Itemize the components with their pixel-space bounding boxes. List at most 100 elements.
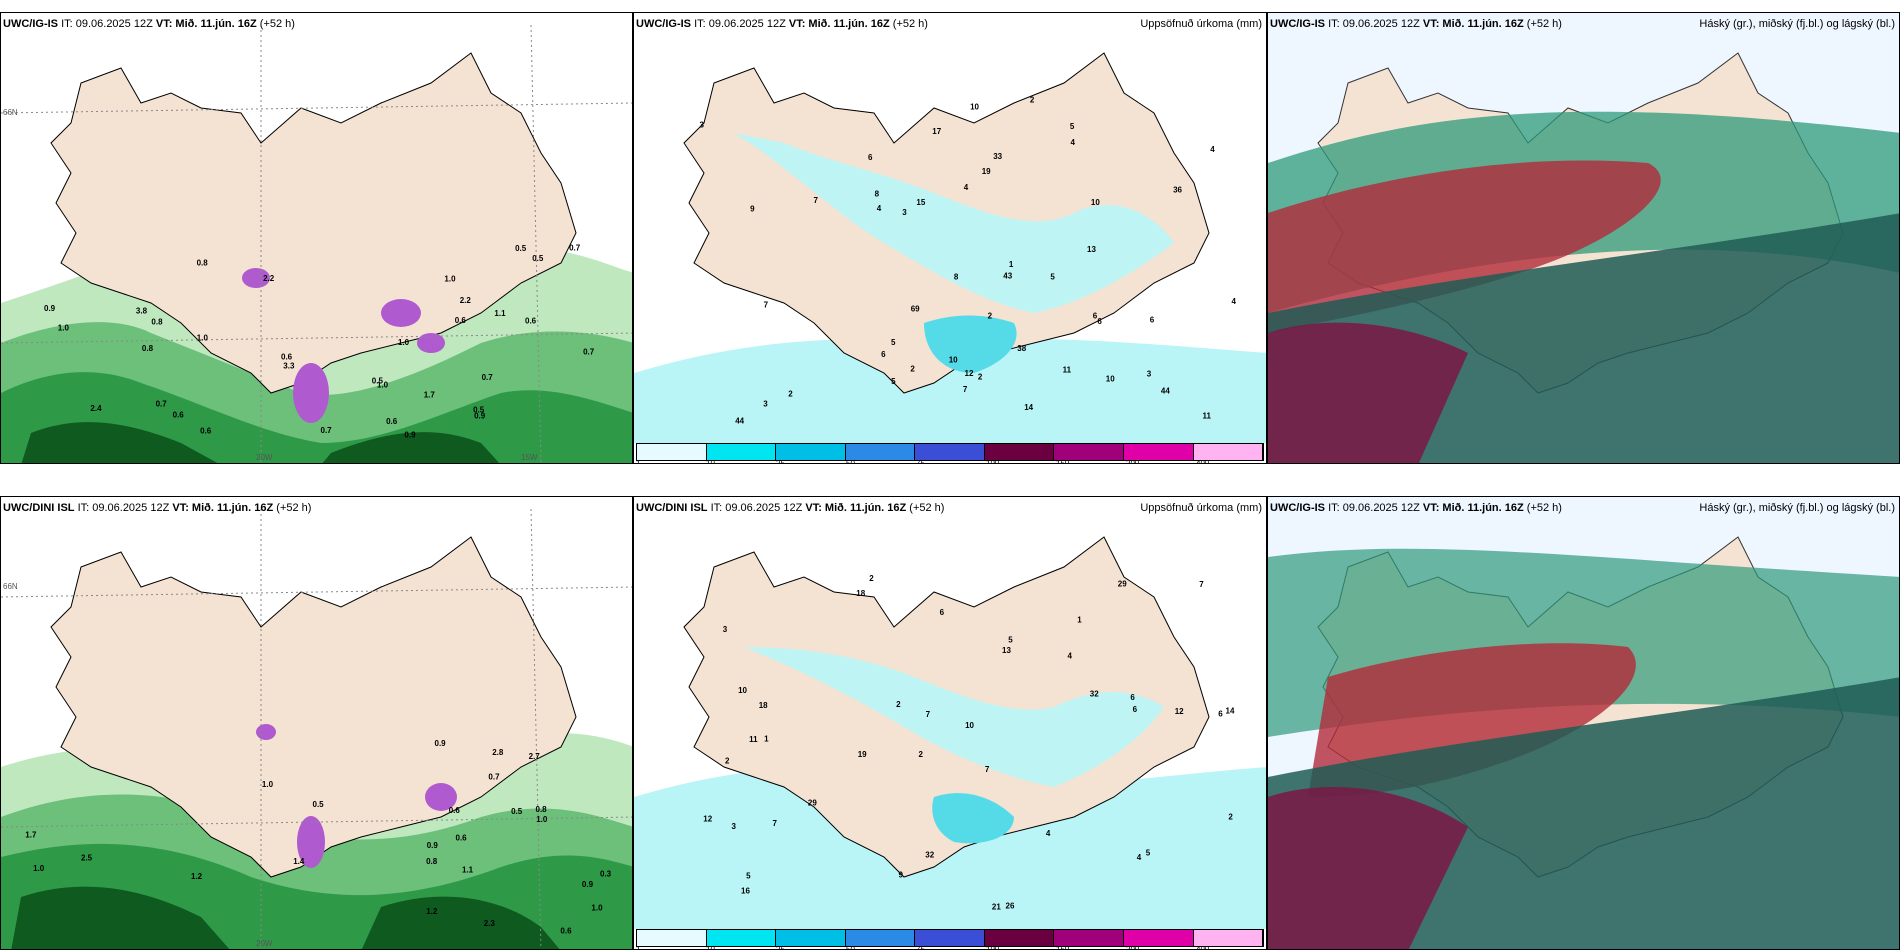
value-label: 4 xyxy=(1137,853,1142,862)
value-label: 0.5 xyxy=(511,807,523,816)
value-label: 5 xyxy=(746,871,751,880)
value-label: 2.7 xyxy=(529,752,541,761)
panel-header: UWC/DINI ISL IT: 09.06.2025 12Z VT: Mið.… xyxy=(3,502,312,514)
value-label: 13 xyxy=(1002,646,1011,655)
legend-label: 150 xyxy=(1056,945,1070,950)
value-label: 10 xyxy=(965,721,974,730)
legend-swatch xyxy=(706,930,777,946)
value-label: 10 xyxy=(949,356,958,365)
cloud-low-purple xyxy=(1268,787,1468,949)
value-label: 0.7 xyxy=(482,373,494,382)
value-label: 4 xyxy=(1068,652,1073,661)
value-label: 14 xyxy=(1024,403,1033,412)
legend-swatch xyxy=(915,444,985,460)
value-label: 1.0 xyxy=(262,780,274,789)
legend-label: 150 xyxy=(1056,459,1070,464)
value-label: 0.7 xyxy=(321,426,333,435)
value-label: 7 xyxy=(773,819,778,828)
legend-label: 1 xyxy=(636,459,641,464)
value-label: 1.7 xyxy=(424,390,436,399)
value-label: 5 xyxy=(1070,122,1075,131)
value-label: 29 xyxy=(808,799,817,808)
panel-bot-right-cloud-map: UWC/IG-IS IT: 09.06.2025 12Z VT: Mið. 11… xyxy=(1267,496,1900,950)
value-label: 21 xyxy=(992,902,1001,911)
value-label: 0.6 xyxy=(560,926,572,935)
panel-bot-mid-precip-map: UWC/DINI ISL IT: 09.06.2025 12Z VT: Mið.… xyxy=(633,496,1267,950)
value-label: 0.8 xyxy=(142,344,154,353)
value-label: 6 xyxy=(1150,315,1155,324)
value-label: 1 xyxy=(764,735,769,744)
value-label: 2 xyxy=(1228,813,1233,822)
value-label: 5 xyxy=(891,377,896,386)
value-label: 1 xyxy=(1077,615,1082,624)
value-label: 26 xyxy=(1006,901,1015,910)
value-label: 6 xyxy=(868,153,873,162)
value-label: 4 xyxy=(877,204,882,213)
value-label: 1.1 xyxy=(462,866,474,875)
value-label: 14 xyxy=(1226,707,1235,716)
value-label: 1.2 xyxy=(426,907,438,916)
value-label: 3 xyxy=(723,625,728,634)
value-label: 36 xyxy=(1173,186,1182,195)
value-label: 0.7 xyxy=(488,773,500,782)
value-label: 38 xyxy=(1017,344,1026,353)
value-label: 4 xyxy=(1232,297,1237,306)
value-label: 0.9 xyxy=(427,841,439,850)
panel-top-left-wind-map: UWC/IG-IS IT: 09.06.2025 12Z VT: Mið. 11… xyxy=(0,12,633,464)
value-label: 0.8 xyxy=(151,317,163,326)
value-label: 17 xyxy=(932,127,941,136)
legend-swatch xyxy=(776,444,846,460)
value-label: 1.0 xyxy=(58,324,70,333)
panel-top-mid-precip-map: UWC/IG-IS IT: 09.06.2025 12Z VT: Mið. 11… xyxy=(633,12,1267,464)
value-label: 2.4 xyxy=(90,404,102,413)
value-label: 44 xyxy=(1161,387,1170,396)
value-label: 7 xyxy=(814,196,819,205)
legend-swatch xyxy=(706,444,777,460)
value-label: 7 xyxy=(764,300,769,309)
legend-label: 1 xyxy=(636,945,641,950)
value-label: 6 xyxy=(1133,705,1138,714)
wind-map-svg: 0.90.80.73.8 1.10.60.71.03.30.62.40.90.60… xyxy=(1,24,632,463)
legend-label: 200 xyxy=(1126,459,1140,464)
value-label: 1.0 xyxy=(444,274,456,283)
value-label: 9 xyxy=(750,205,755,214)
legend-swatch xyxy=(776,930,846,946)
value-label: 5 xyxy=(1146,848,1151,857)
value-label: 0.3 xyxy=(600,869,612,878)
shower-cell xyxy=(417,333,445,353)
value-label: 32 xyxy=(925,850,934,859)
value-label: 10 xyxy=(1091,198,1100,207)
cloud-mid xyxy=(1268,160,1661,333)
shower-cell xyxy=(293,363,329,423)
legend-label: 50 xyxy=(846,459,855,464)
value-label: 0.7 xyxy=(583,348,595,357)
value-label: 2 xyxy=(978,372,983,381)
legend-swatch xyxy=(984,444,1055,460)
precip-area-land xyxy=(734,133,1174,313)
legend-label: 100 xyxy=(986,459,1000,464)
legend-swatch xyxy=(1193,444,1264,460)
value-label: 18 xyxy=(856,589,865,598)
legend-swatch xyxy=(1054,930,1124,946)
wind-shade-darkest xyxy=(21,422,500,463)
value-label: 13 xyxy=(1087,245,1096,254)
value-label: 6 xyxy=(1097,317,1102,326)
value-label: 18 xyxy=(759,701,768,710)
value-label: 1.0 xyxy=(197,333,209,342)
value-label: 1.4 xyxy=(293,857,305,866)
value-label: 1.0 xyxy=(398,338,410,347)
value-label: 19 xyxy=(858,750,867,759)
value-label: 0.7 xyxy=(569,244,581,253)
lon-label: 20W xyxy=(256,939,273,948)
value-label: 3 xyxy=(1147,370,1152,379)
value-label: 29 xyxy=(1118,580,1127,589)
value-label: 7 xyxy=(985,765,990,774)
legend-label: 10 xyxy=(706,945,715,950)
lat-label: 66N xyxy=(3,108,18,117)
value-label: 3.8 xyxy=(136,306,148,315)
shower-cell xyxy=(381,299,421,327)
value-label: 2 xyxy=(869,574,874,583)
value-label: 6 xyxy=(881,350,886,359)
value-label: 12 xyxy=(703,815,712,824)
value-label: 0.9 xyxy=(474,412,486,421)
